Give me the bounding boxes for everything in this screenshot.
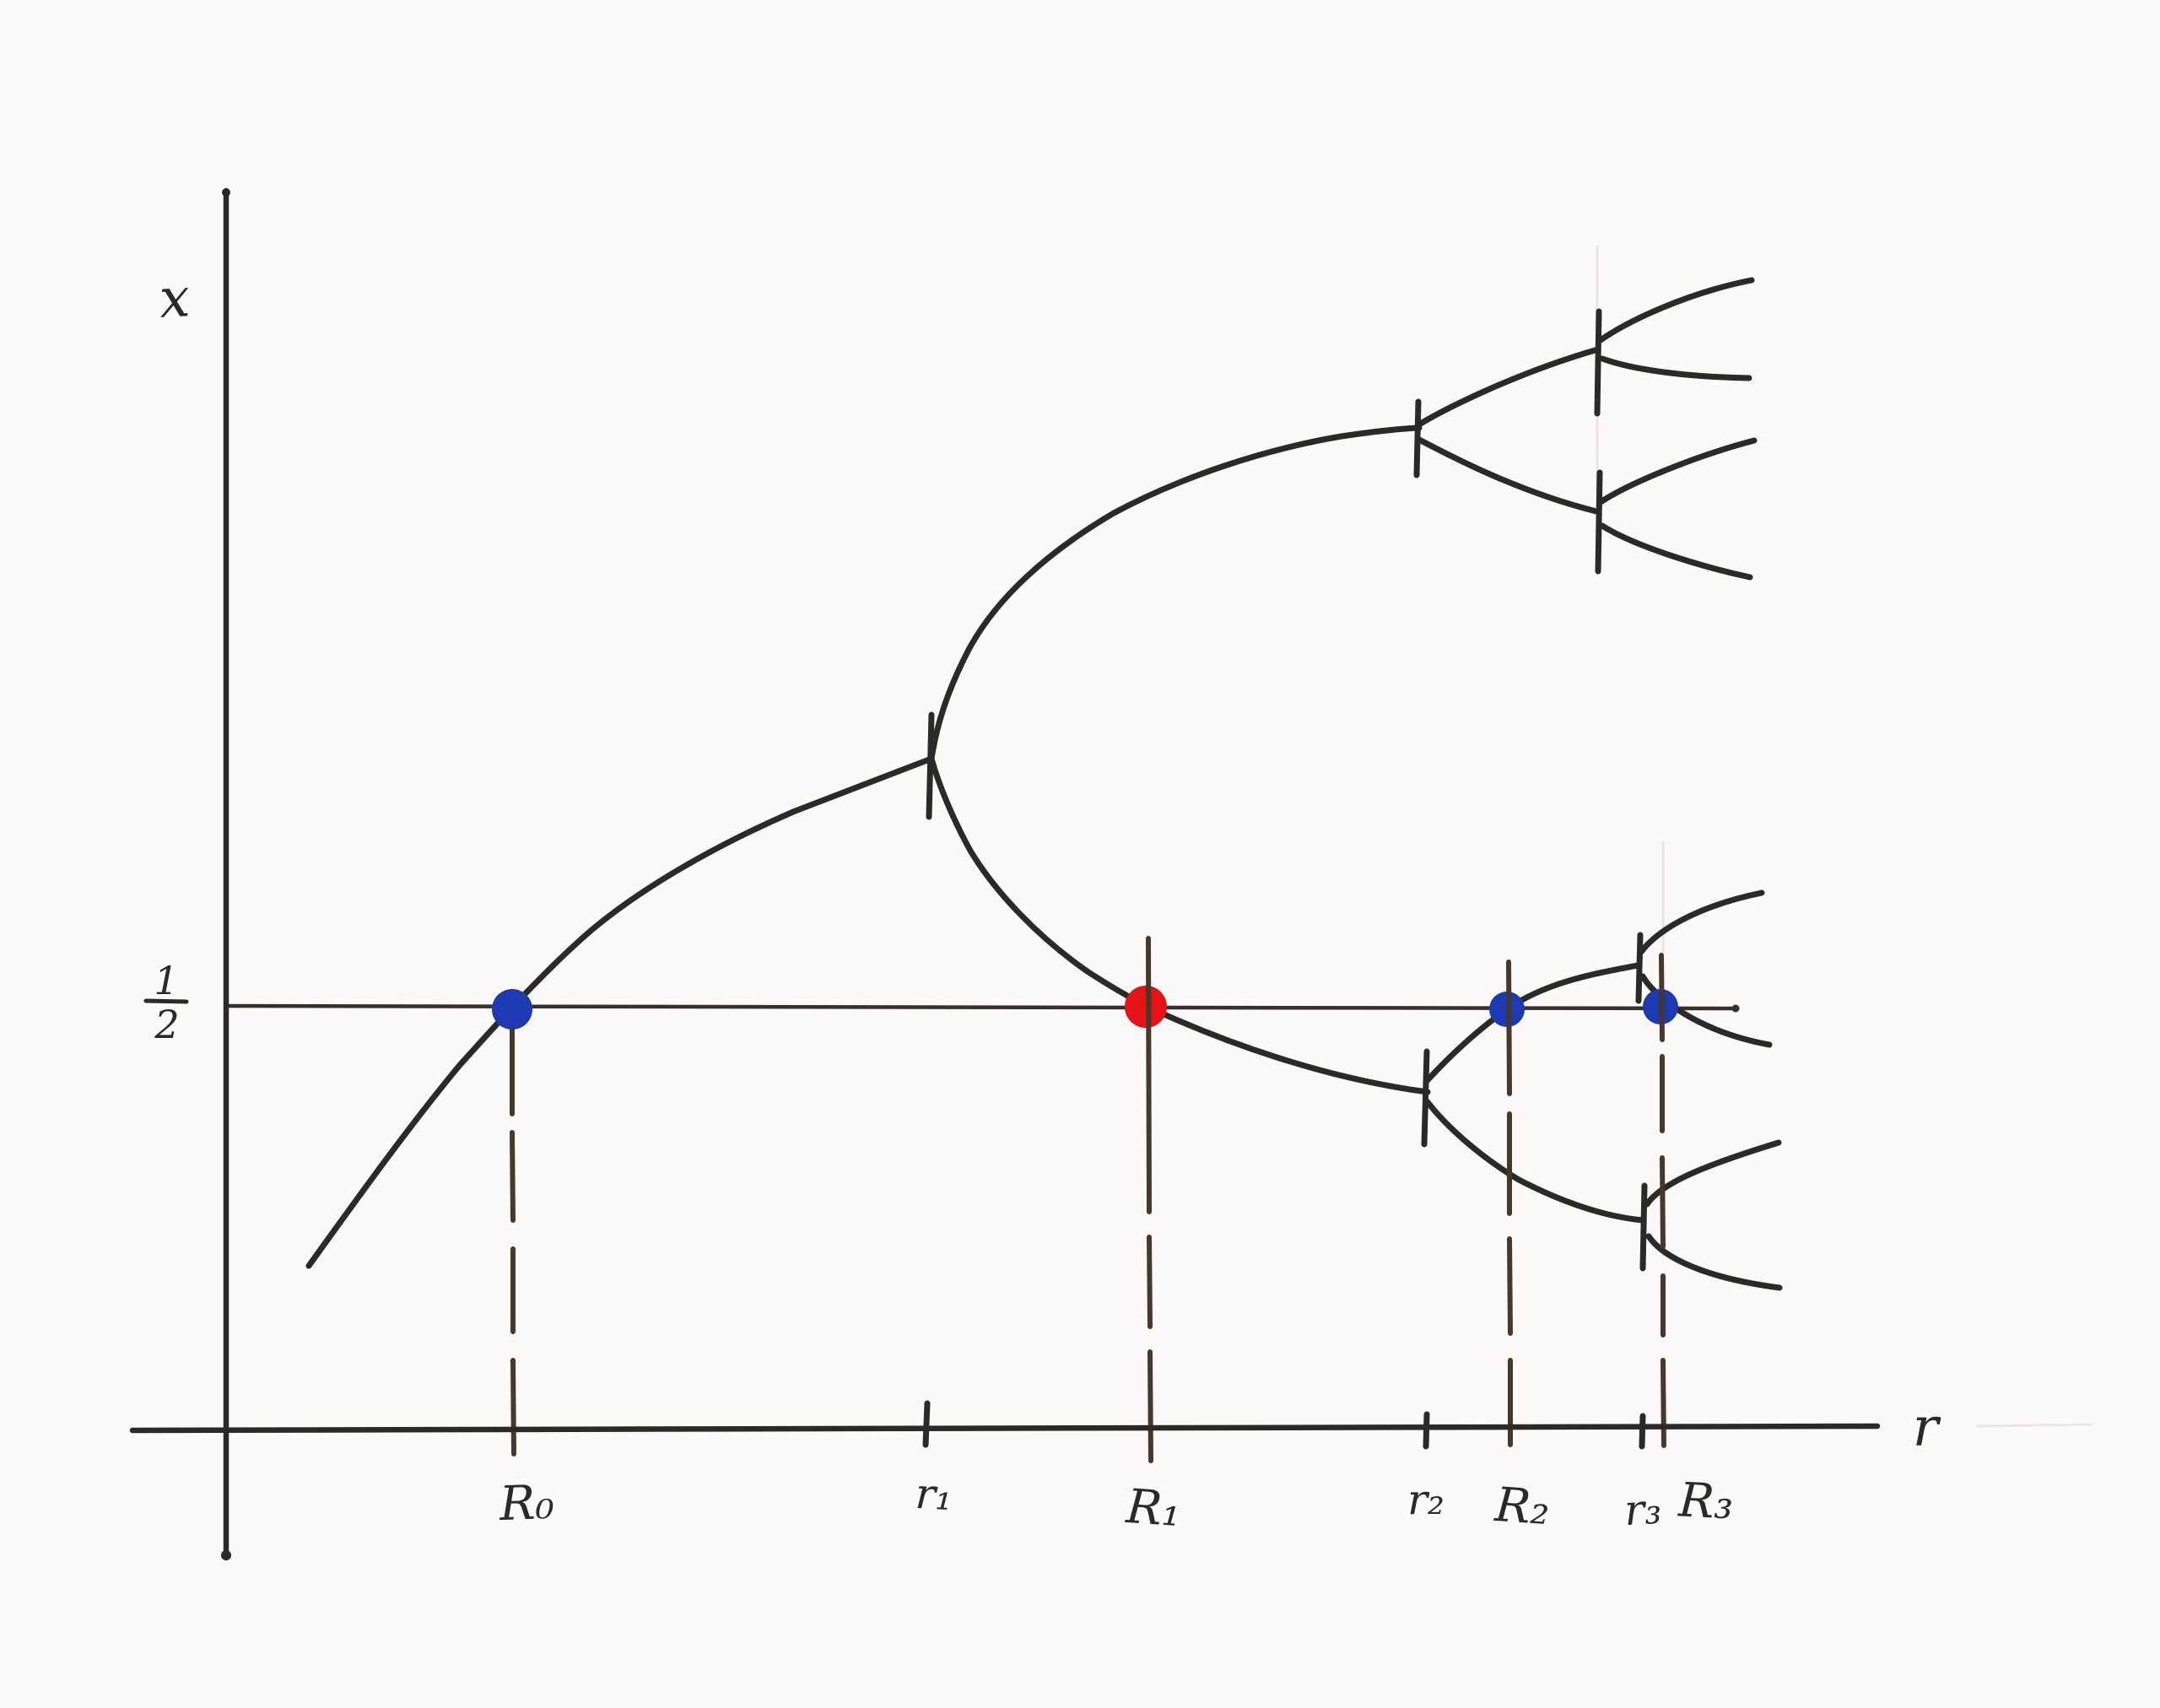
half-label-denominator: 2 [154, 1002, 179, 1047]
axis-tick-r2 [1423, 1411, 1430, 1450]
tick-r3-upper-lower-fork [1595, 469, 1603, 575]
period8-tip-5 [1638, 889, 1765, 955]
tick-r2-lower-fork [1421, 1048, 1430, 1148]
period8-tip-6 [1639, 973, 1773, 1048]
period8-tip-1 [1597, 277, 1755, 343]
axis-tick-r3 [1639, 1413, 1646, 1450]
half-label-fraction-bar [143, 998, 189, 1004]
period8-tip-8 [1645, 1233, 1783, 1291]
axis-tick-r1 [922, 1400, 931, 1448]
y-axis-label: x [158, 267, 192, 331]
tick-r1-fork [926, 711, 935, 820]
drop-line-R2 [1506, 959, 1513, 1447]
drop-lines [510, 936, 1666, 1463]
x-axis [129, 1423, 1881, 1434]
period1-branch [305, 755, 935, 1269]
superstable-point-R0 [492, 989, 532, 1030]
period8-tip-7 [1644, 1139, 1782, 1208]
y-axis-bottom-dot [221, 1550, 231, 1560]
y-axis-top-dot [222, 188, 230, 197]
tick-label-r2: r₂ [1407, 1475, 1444, 1524]
tick-r3-upper-upper-fork [1594, 308, 1602, 417]
construction-guides [1596, 245, 2092, 1428]
period8-tip-4 [1599, 522, 1753, 581]
period4-lower-upper-branch [1423, 962, 1641, 1085]
drop-line-R3 [1659, 953, 1666, 1448]
period4-upper-lower-branch [1416, 436, 1600, 515]
half-label-numerator: 1 [154, 958, 178, 1003]
superstable-point-R1 [1125, 986, 1167, 1028]
period8-tip-3 [1597, 437, 1758, 505]
tick-label-r3: r₃ [1623, 1484, 1663, 1535]
bifurcation-curves [305, 277, 1783, 1291]
superstable-points [492, 986, 1678, 1030]
period8-tip-2 [1599, 355, 1752, 381]
axis-end-dots [221, 188, 231, 1560]
bifurcation-ticks [926, 308, 1648, 1272]
tick-r2-upper-fork [1413, 398, 1422, 478]
tick-label-R3: R₃ [1677, 1473, 1735, 1530]
axis-ticks [922, 1400, 1646, 1450]
tick-label-R2: R₂ [1493, 1478, 1552, 1536]
period2-upper-branch [928, 424, 1423, 762]
half-label: 1 2 [143, 958, 189, 1047]
tick-label-R1: R₁ [1124, 1479, 1183, 1538]
tick-label-r1: r₁ [914, 1469, 953, 1520]
axes [129, 187, 1881, 1561]
half-line-end-dot [1731, 1004, 1740, 1013]
period4-lower-lower-branch [1424, 1099, 1646, 1224]
period4-upper-upper-branch [1416, 346, 1601, 428]
x-axis-label: r [1913, 1397, 1941, 1459]
period2-lower-branch [928, 755, 1431, 1095]
tick-r3-lower-lower-fork [1639, 1182, 1648, 1272]
drop-line-R0 [510, 1027, 516, 1457]
axis-labels: x r 1 2 R₀ r₁ R₁ r₂ R₂ r₃ R₃ [143, 267, 1941, 1538]
tick-label-R0: R₀ [498, 1475, 555, 1532]
drop-line-R1 [1146, 936, 1153, 1463]
guide-axis-overshoot [1976, 1423, 2092, 1428]
tick-r3-lower-upper-fork [1635, 932, 1644, 1004]
